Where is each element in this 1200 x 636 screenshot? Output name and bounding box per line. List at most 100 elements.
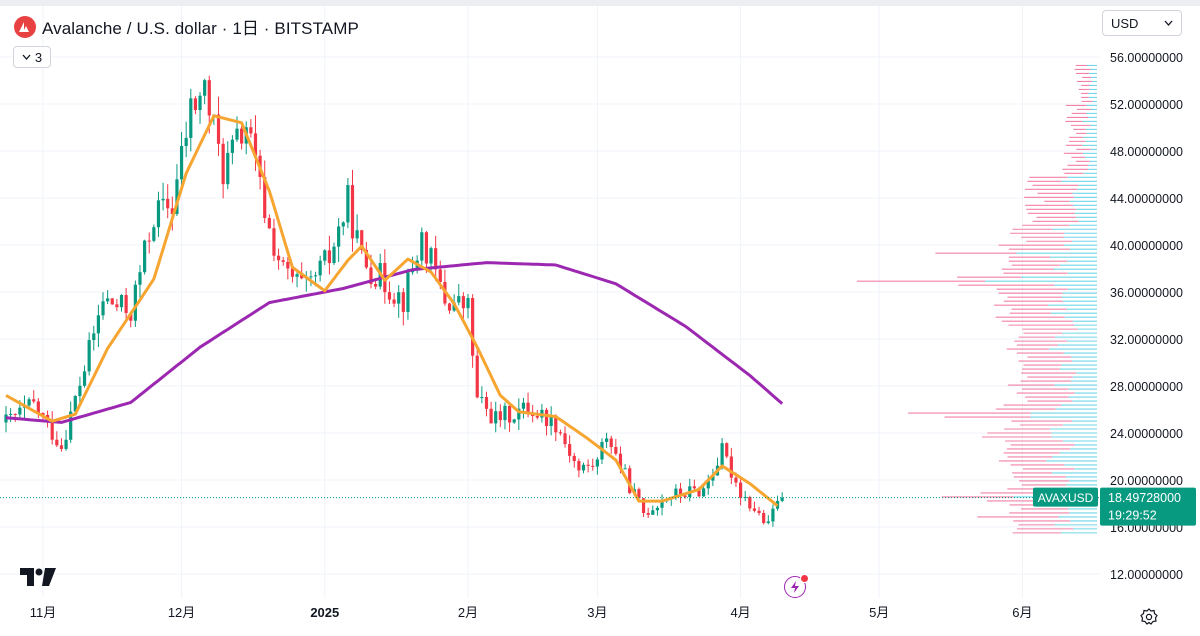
candle-body[interactable] bbox=[170, 208, 174, 214]
candle-body[interactable] bbox=[503, 405, 507, 421]
candle-body[interactable] bbox=[360, 230, 364, 250]
candle-body[interactable] bbox=[706, 480, 710, 489]
candle-body[interactable] bbox=[276, 255, 281, 261]
candle-body[interactable] bbox=[711, 475, 715, 481]
candle-body[interactable] bbox=[240, 128, 244, 144]
candle-body[interactable] bbox=[609, 438, 613, 447]
candle-body[interactable] bbox=[193, 98, 198, 111]
candle-body[interactable] bbox=[156, 200, 161, 228]
candle-body[interactable] bbox=[683, 495, 687, 497]
candle-body[interactable] bbox=[216, 114, 221, 144]
candle-body[interactable] bbox=[757, 510, 761, 514]
candle-body[interactable] bbox=[133, 284, 137, 321]
candle-body[interactable] bbox=[494, 411, 498, 424]
candle-body[interactable] bbox=[129, 313, 133, 321]
candle-body[interactable] bbox=[272, 228, 276, 256]
candle-body[interactable] bbox=[115, 304, 119, 308]
candle-body[interactable] bbox=[586, 464, 590, 466]
candle-body[interactable] bbox=[198, 95, 202, 111]
candle-body[interactable] bbox=[780, 497, 784, 501]
candle-body[interactable] bbox=[660, 501, 664, 508]
candle-body[interactable] bbox=[55, 439, 59, 446]
candle-body[interactable] bbox=[124, 295, 128, 314]
candle-body[interactable] bbox=[152, 227, 156, 241]
candle-body[interactable] bbox=[397, 292, 401, 304]
candle-body[interactable] bbox=[281, 260, 285, 262]
candle-body[interactable] bbox=[401, 292, 405, 312]
candle-body[interactable] bbox=[568, 444, 572, 456]
candle-body[interactable] bbox=[702, 488, 706, 497]
tradingview-logo-icon[interactable] bbox=[20, 568, 56, 591]
candle-body[interactable] bbox=[725, 443, 729, 457]
candle-body[interactable] bbox=[406, 272, 410, 312]
candle-body[interactable] bbox=[591, 465, 595, 467]
candle-body[interactable] bbox=[434, 248, 438, 270]
candle-body[interactable] bbox=[577, 461, 581, 471]
candle-body[interactable] bbox=[143, 240, 147, 273]
candle-body[interactable] bbox=[9, 413, 13, 415]
candle-body[interactable] bbox=[697, 488, 701, 497]
candle-body[interactable] bbox=[484, 397, 489, 409]
candle-body[interactable] bbox=[341, 222, 345, 227]
candle-body[interactable] bbox=[18, 407, 22, 415]
candle-body[interactable] bbox=[267, 217, 271, 229]
candle-body[interactable] bbox=[674, 488, 678, 498]
candle-body[interactable] bbox=[221, 143, 225, 185]
candle-body[interactable] bbox=[618, 453, 623, 470]
candle-body[interactable] bbox=[429, 248, 433, 264]
candle-body[interactable] bbox=[374, 284, 378, 287]
candle-body[interactable] bbox=[119, 295, 124, 308]
candle-body[interactable] bbox=[637, 489, 641, 499]
candle-body[interactable] bbox=[729, 456, 733, 478]
candle-body[interactable] bbox=[87, 340, 91, 372]
candle-body[interactable] bbox=[614, 446, 618, 454]
candle-body[interactable] bbox=[369, 267, 373, 285]
candle-body[interactable] bbox=[50, 420, 54, 440]
price-tag-bg[interactable] bbox=[1100, 487, 1196, 526]
candle-body[interactable] bbox=[646, 513, 650, 515]
candle-body[interactable] bbox=[692, 486, 696, 489]
candle-body[interactable] bbox=[438, 269, 442, 282]
candle-body[interactable] bbox=[147, 240, 151, 242]
candle-body[interactable] bbox=[507, 405, 512, 423]
candle-body[interactable] bbox=[517, 408, 521, 420]
candle-body[interactable] bbox=[521, 402, 526, 409]
candle-body[interactable] bbox=[364, 249, 368, 268]
candle-body[interactable] bbox=[392, 299, 396, 304]
candle-body[interactable] bbox=[309, 276, 313, 278]
settings-gear-icon[interactable] bbox=[1140, 608, 1158, 631]
candle-body[interactable] bbox=[655, 507, 660, 511]
candle-body[interactable] bbox=[480, 397, 484, 399]
candle-body[interactable] bbox=[59, 445, 64, 449]
candle-body[interactable] bbox=[346, 185, 350, 223]
candle-body[interactable] bbox=[554, 415, 558, 433]
candle-body[interactable] bbox=[651, 510, 655, 515]
candle-body[interactable] bbox=[73, 396, 77, 412]
candle-body[interactable] bbox=[498, 411, 502, 421]
currency-select[interactable]: USD bbox=[1102, 10, 1182, 36]
candle-body[interactable] bbox=[32, 399, 36, 402]
candle-body[interactable] bbox=[489, 408, 493, 424]
candle-body[interactable] bbox=[230, 139, 234, 153]
candle-body[interactable] bbox=[138, 272, 142, 285]
candle-body[interactable] bbox=[101, 301, 105, 316]
candle-body[interactable] bbox=[82, 371, 87, 386]
chart-canvas[interactable]: 56.00000000 52.00000000 48.00000000 44.0000… bbox=[0, 6, 1200, 636]
candle-body[interactable] bbox=[41, 412, 45, 415]
candle-body[interactable] bbox=[106, 298, 110, 302]
candle-body[interactable] bbox=[572, 455, 576, 462]
candle-body[interactable] bbox=[734, 477, 738, 483]
candle-body[interactable] bbox=[78, 385, 82, 397]
candle-body[interactable] bbox=[323, 250, 327, 261]
candle-body[interactable] bbox=[27, 399, 31, 406]
candle-body[interactable] bbox=[96, 315, 100, 334]
candle-body[interactable] bbox=[544, 409, 549, 427]
candle-body[interactable] bbox=[466, 298, 470, 309]
lightning-bolt-icon[interactable] bbox=[784, 574, 809, 598]
candle-body[interactable] bbox=[295, 274, 299, 277]
candle-body[interactable] bbox=[605, 438, 609, 442]
indicators-collapse-button[interactable]: 3 bbox=[13, 46, 51, 68]
candle-body[interactable] bbox=[447, 303, 452, 311]
candle-body[interactable] bbox=[179, 146, 184, 180]
candle-body[interactable] bbox=[628, 468, 632, 494]
